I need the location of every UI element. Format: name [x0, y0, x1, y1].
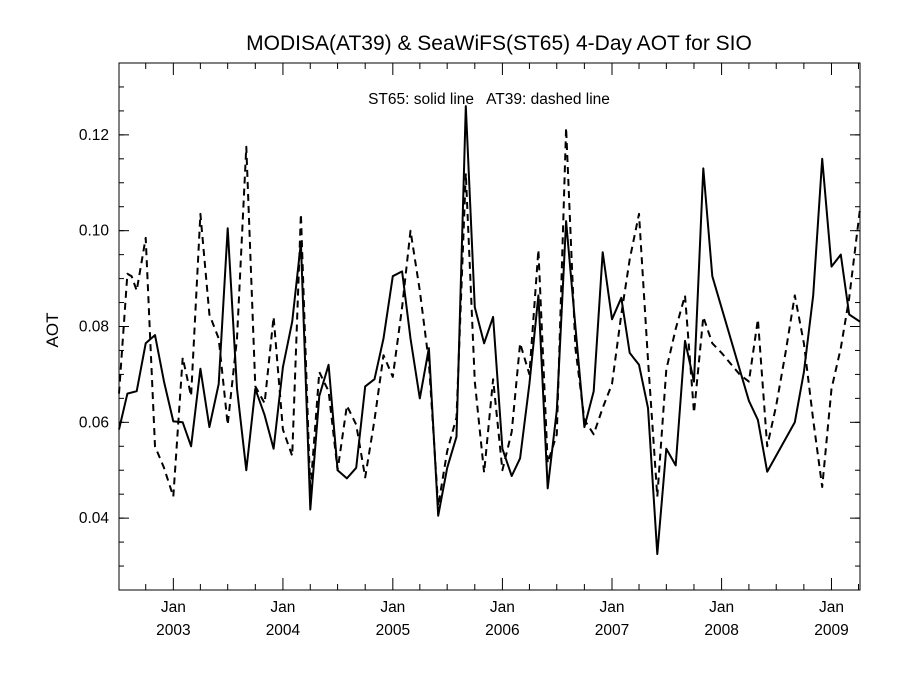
x-tick-label-year: 2008 — [704, 622, 738, 639]
x-tick-label-year: 2006 — [485, 622, 519, 639]
x-tick-label-month: Jan — [819, 599, 844, 616]
series-line-st65 — [118, 105, 861, 556]
y-tick-label: 0.06 — [79, 414, 109, 431]
y-tick-label: 0.10 — [79, 223, 110, 240]
x-tick-label-year: 2004 — [266, 622, 301, 639]
x-tick-label-month: Jan — [490, 599, 515, 616]
plot-area: 0.04 0.06 0.08 0.10 0.12 Jan 2003 Jan 2004 Jan 200… — [79, 62, 861, 639]
x-tick-label-year: 2005 — [376, 622, 410, 639]
y-axis-label: AOT — [43, 313, 62, 348]
x-tick-label-year: 2009 — [814, 622, 848, 639]
x-tick-label-month: Jan — [380, 599, 405, 616]
series-annotation: ST65: solid line AT39: dashed line — [368, 91, 610, 108]
chart-title: MODISA(AT39) & SeaWiFS(ST65) 4-Day AOT f… — [246, 32, 752, 55]
x-tick-label-month: Jan — [709, 599, 734, 616]
x-tick-label-year: 2007 — [595, 622, 629, 639]
x-tick-label-year: 2003 — [156, 622, 190, 639]
x-tick-label-month: Jan — [161, 599, 186, 616]
x-tick-label-month: Jan — [599, 599, 624, 616]
y-tick-label: 0.04 — [79, 510, 110, 527]
x-tick-label-month: Jan — [270, 599, 295, 616]
series-line-at39 — [118, 126, 861, 508]
y-tick-label: 0.12 — [79, 127, 109, 144]
y-tick-label: 0.08 — [79, 319, 109, 336]
